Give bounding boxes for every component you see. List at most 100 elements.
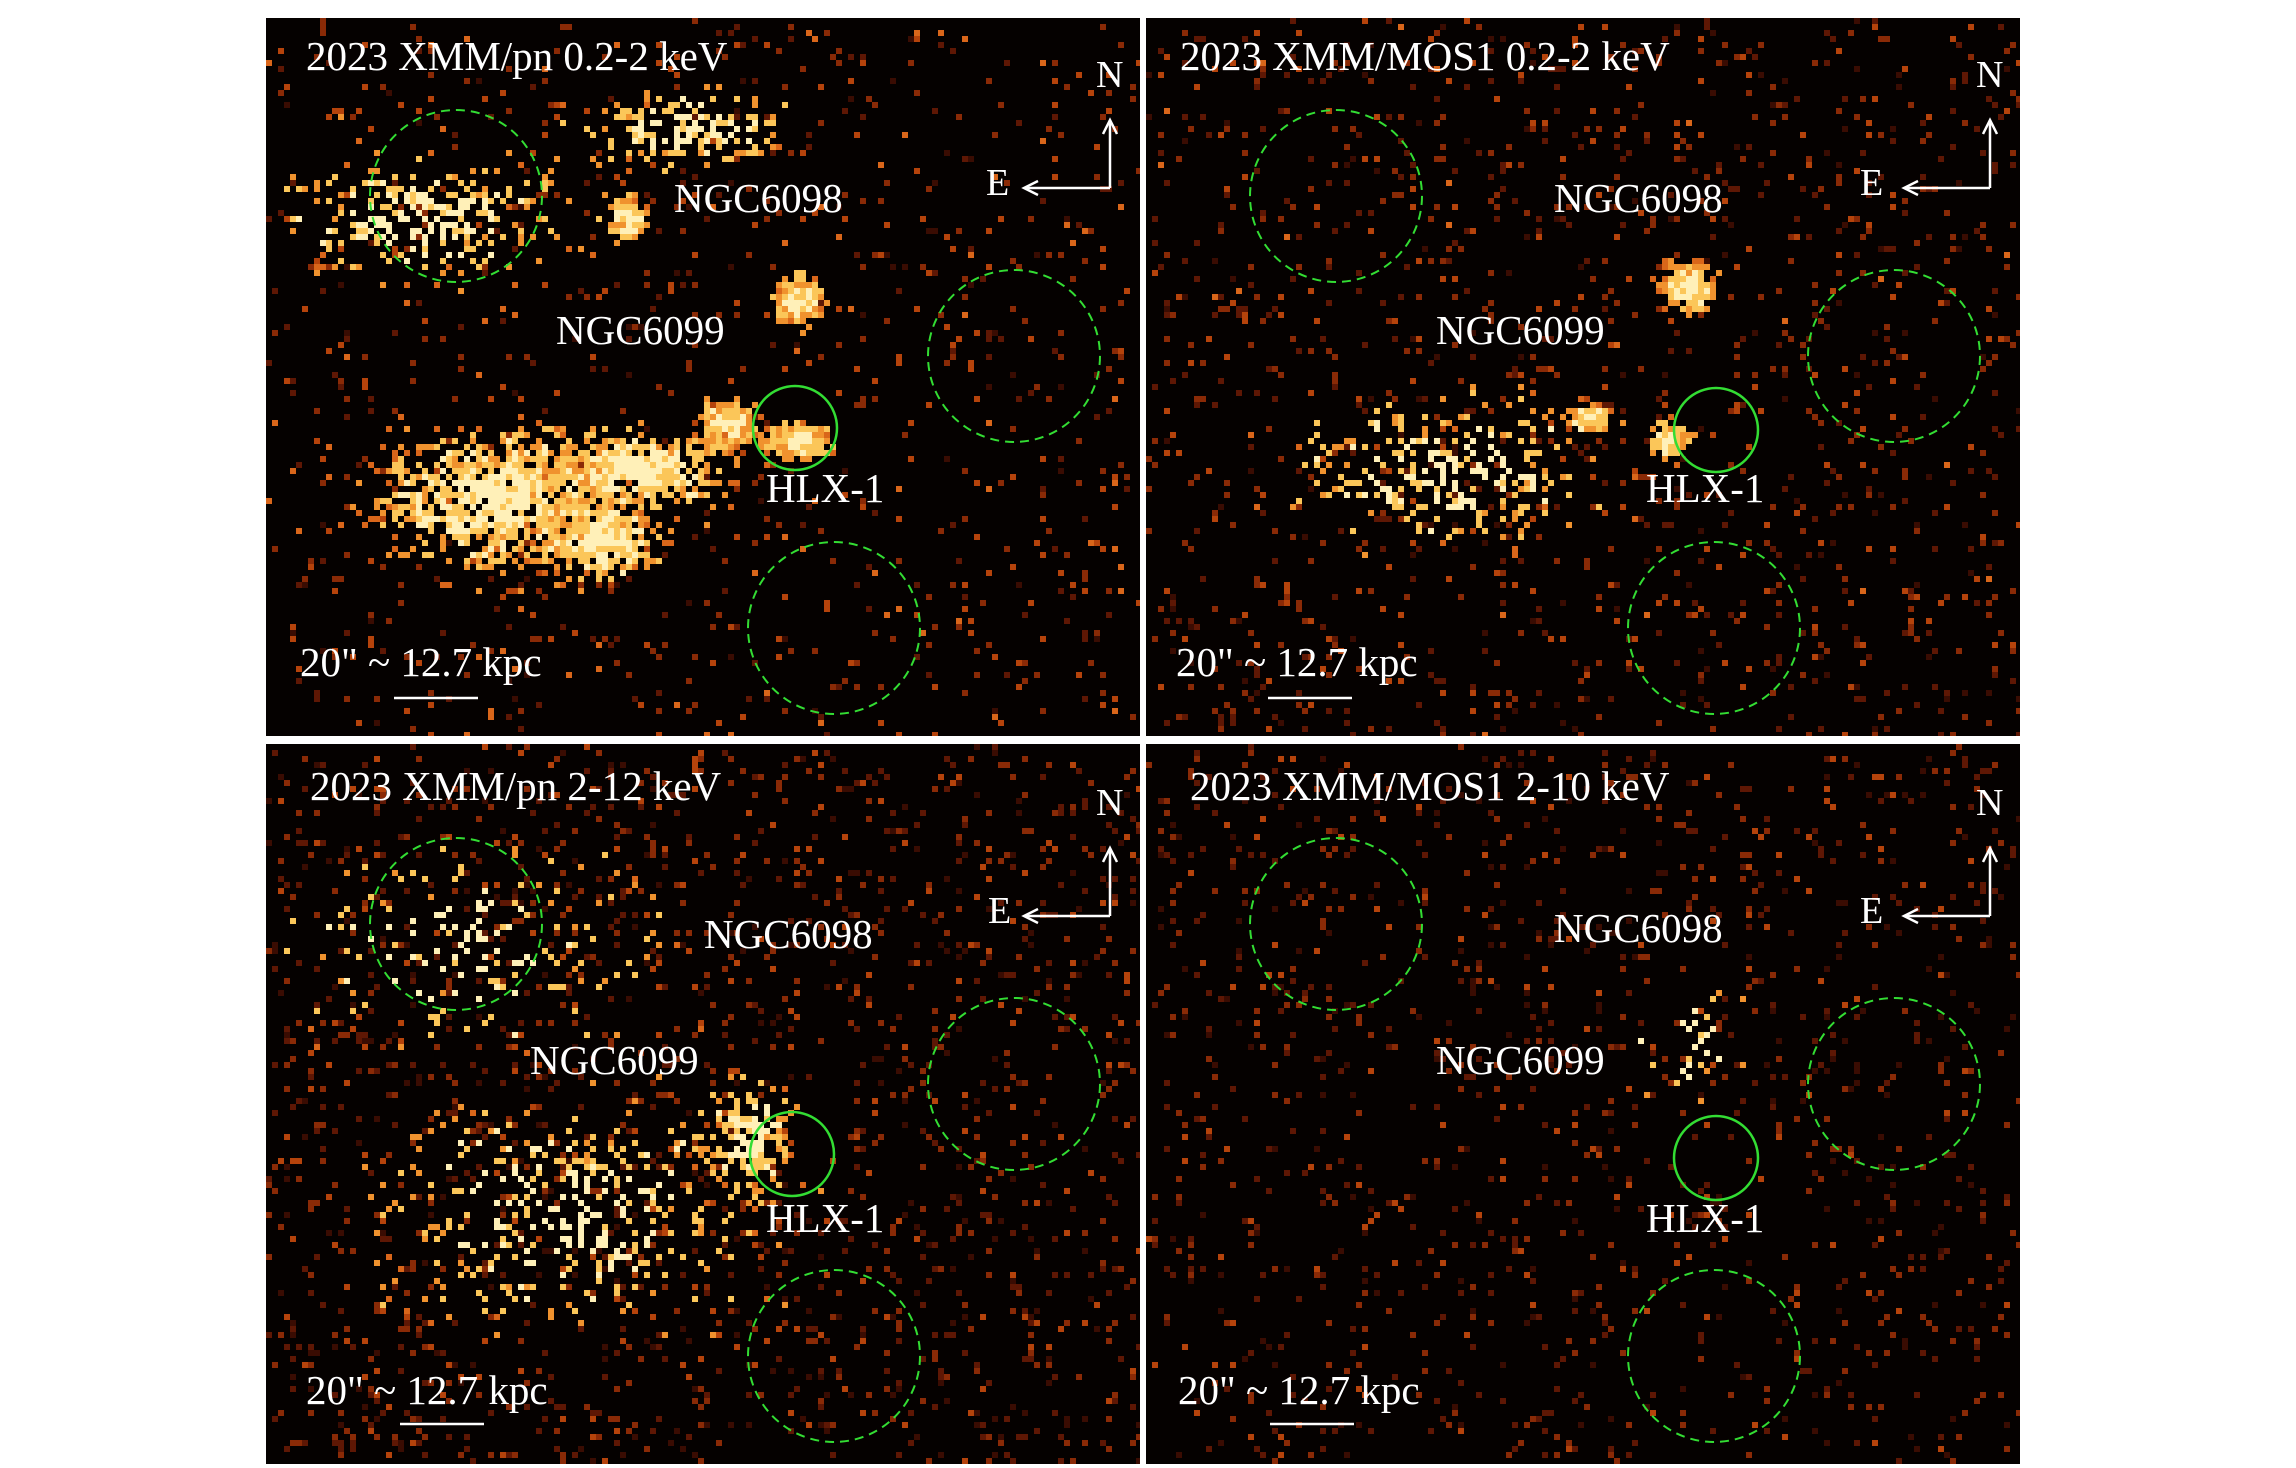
photon-pixel [1356,588,1362,594]
photon-pixel [1974,126,1980,132]
photon-pixel [752,426,758,432]
photon-pixel [830,684,836,690]
photon-pixel [674,138,680,144]
photon-pixel [1656,396,1662,402]
photon-pixel [656,534,662,540]
photon-pixel [734,108,740,114]
photon-pixel [902,132,908,138]
photon-pixel [734,426,740,432]
photon-pixel [1188,342,1194,348]
photon-pixel [332,174,338,180]
photon-pixel [1578,450,1584,456]
photon-pixel [1704,24,1710,30]
photon-pixel [812,444,818,450]
photon-pixel [836,234,842,240]
photon-pixel [494,510,500,516]
photon-pixel [1212,510,1218,516]
photon-pixel [1494,204,1500,210]
photon-pixel [344,162,350,168]
photon-pixel [656,474,662,480]
photon-pixel [1950,36,1956,42]
photon-pixel [494,546,500,552]
photon-pixel [758,474,764,480]
photon-pixel [560,540,566,546]
photon-pixel [1052,78,1058,84]
photon-pixel [506,468,512,474]
photon-pixel [542,282,548,288]
photon-pixel [488,252,494,258]
photon-pixel [968,618,974,624]
photon-pixel [1944,210,1950,216]
photon-pixel [1698,606,1704,612]
photon-pixel [278,90,284,96]
photon-pixel [1758,408,1764,414]
photon-pixel [656,480,662,486]
photon-pixel [1890,558,1896,564]
photon-pixel [1410,576,1416,582]
photon-pixel [764,312,770,318]
photon-pixel [836,60,842,66]
photon-pixel [560,510,566,516]
photon-pixel [1488,504,1494,510]
photon-pixel [1308,288,1314,294]
photon-pixel [434,498,440,504]
photon-pixel [1620,126,1626,132]
photon-pixel [482,192,488,198]
photon-pixel [704,402,710,408]
photon-pixel [440,534,446,540]
photon-pixel [1188,546,1194,552]
photon-pixel [1488,48,1494,54]
photon-pixel [1326,258,1332,264]
photon-pixel [938,30,944,36]
photon-pixel [728,180,734,186]
photon-pixel [374,498,380,504]
photon-pixel [596,450,602,456]
photon-pixel [536,504,542,510]
photon-pixel [710,402,716,408]
photon-pixel [572,630,578,636]
photon-pixel [710,480,716,486]
photon-pixel [1902,210,1908,216]
photon-pixel [860,60,866,66]
photon-pixel [638,228,644,234]
photon-pixel [1704,18,1710,24]
photon-pixel [824,600,830,606]
photon-pixel [842,216,848,222]
photon-pixel [476,78,482,84]
photon-pixel [1506,534,1512,540]
photon-pixel [542,408,548,414]
photon-pixel [1608,318,1614,324]
photon-pixel [386,504,392,510]
photon-pixel [1818,444,1824,450]
photon-pixel [650,648,656,654]
photon-pixel [1794,234,1800,240]
photon-pixel [1500,438,1506,444]
photon-pixel [1890,126,1896,132]
photon-pixel [1998,336,2004,342]
photon-pixel [602,492,608,498]
photon-pixel [1082,636,1088,642]
photon-pixel [1488,690,1494,696]
photon-pixel [596,570,602,576]
photon-pixel [866,96,872,102]
photon-pixel [1470,732,1476,736]
photon-pixel [614,462,620,468]
photon-pixel [464,444,470,450]
photon-pixel [578,492,584,498]
photon-pixel [818,204,824,210]
photon-pixel [746,696,752,702]
photon-pixel [632,126,638,132]
photon-pixel [392,486,398,492]
photon-pixel [1554,204,1560,210]
photon-pixel [614,534,620,540]
photon-pixel [638,126,644,132]
photon-pixel [284,186,290,192]
photon-pixel [710,504,716,510]
photon-pixel [776,48,782,54]
photon-pixel [608,144,614,150]
photon-pixel [962,606,968,612]
label-ngc6098: NGC6098 [674,175,843,221]
photon-pixel [1866,222,1872,228]
photon-pixel [1076,222,1082,228]
photon-pixel [1770,690,1776,696]
